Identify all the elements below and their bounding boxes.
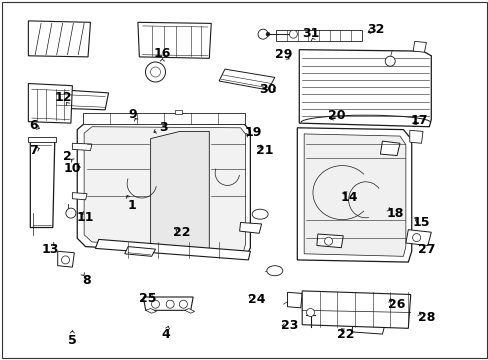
Polygon shape: [53, 89, 108, 110]
Polygon shape: [219, 69, 274, 90]
Polygon shape: [143, 297, 193, 310]
Circle shape: [166, 300, 174, 308]
Text: 14: 14: [340, 191, 358, 204]
Polygon shape: [175, 110, 182, 114]
Text: 8: 8: [82, 274, 91, 287]
Polygon shape: [30, 140, 55, 228]
Text: 31: 31: [301, 27, 319, 40]
Polygon shape: [351, 321, 385, 334]
Polygon shape: [409, 130, 422, 143]
Polygon shape: [405, 230, 430, 246]
Polygon shape: [299, 50, 430, 127]
Text: 13: 13: [41, 243, 59, 256]
Ellipse shape: [252, 209, 267, 219]
Text: 3: 3: [159, 121, 168, 134]
Text: 25: 25: [139, 292, 156, 305]
Polygon shape: [302, 291, 410, 328]
Text: 12: 12: [55, 91, 72, 104]
Polygon shape: [287, 292, 302, 308]
Bar: [83, 113, 244, 124]
Text: 19: 19: [244, 126, 262, 139]
Circle shape: [324, 237, 332, 245]
Text: 21: 21: [256, 144, 273, 157]
Polygon shape: [84, 127, 245, 251]
Text: 24: 24: [247, 293, 265, 306]
Polygon shape: [72, 193, 87, 200]
Bar: [276, 30, 361, 41]
Circle shape: [289, 30, 297, 38]
Polygon shape: [95, 239, 250, 260]
Text: 9: 9: [128, 108, 137, 121]
Text: 17: 17: [410, 114, 427, 127]
Circle shape: [179, 300, 187, 308]
Circle shape: [145, 62, 165, 82]
Text: 29: 29: [274, 48, 292, 61]
Text: 16: 16: [153, 47, 171, 60]
Text: 4: 4: [162, 328, 170, 341]
Text: 23: 23: [280, 319, 298, 332]
Circle shape: [412, 234, 420, 242]
Circle shape: [258, 29, 267, 39]
Text: 26: 26: [387, 298, 405, 311]
Text: 15: 15: [412, 216, 429, 229]
Circle shape: [151, 300, 159, 308]
Polygon shape: [138, 22, 211, 58]
Text: 32: 32: [366, 23, 384, 36]
Text: 18: 18: [386, 207, 403, 220]
Polygon shape: [316, 234, 343, 248]
Text: 20: 20: [327, 109, 345, 122]
Polygon shape: [124, 247, 155, 256]
Circle shape: [385, 56, 394, 66]
Text: 5: 5: [68, 334, 77, 347]
Polygon shape: [150, 131, 209, 251]
Text: 22: 22: [337, 328, 354, 341]
Text: 7: 7: [29, 144, 38, 157]
Text: 27: 27: [417, 243, 434, 256]
Text: 22: 22: [173, 226, 190, 239]
Text: 28: 28: [417, 311, 434, 324]
Circle shape: [265, 32, 269, 36]
Polygon shape: [297, 128, 411, 262]
Polygon shape: [58, 251, 74, 267]
Circle shape: [61, 256, 69, 264]
Text: 30: 30: [259, 83, 276, 96]
Polygon shape: [412, 41, 426, 52]
Text: 6: 6: [29, 119, 38, 132]
Polygon shape: [304, 134, 405, 256]
Circle shape: [306, 309, 314, 316]
Polygon shape: [145, 309, 156, 313]
Polygon shape: [28, 21, 90, 57]
Text: 10: 10: [63, 162, 81, 175]
Circle shape: [66, 208, 76, 218]
Polygon shape: [239, 222, 261, 233]
Polygon shape: [72, 143, 92, 150]
Polygon shape: [184, 309, 194, 313]
Circle shape: [150, 67, 160, 77]
Text: 2: 2: [63, 150, 72, 163]
Polygon shape: [77, 122, 250, 256]
Ellipse shape: [266, 266, 282, 276]
Polygon shape: [380, 141, 399, 156]
Text: 1: 1: [127, 199, 136, 212]
Text: 11: 11: [77, 211, 94, 224]
Polygon shape: [28, 137, 56, 142]
Polygon shape: [28, 84, 72, 123]
